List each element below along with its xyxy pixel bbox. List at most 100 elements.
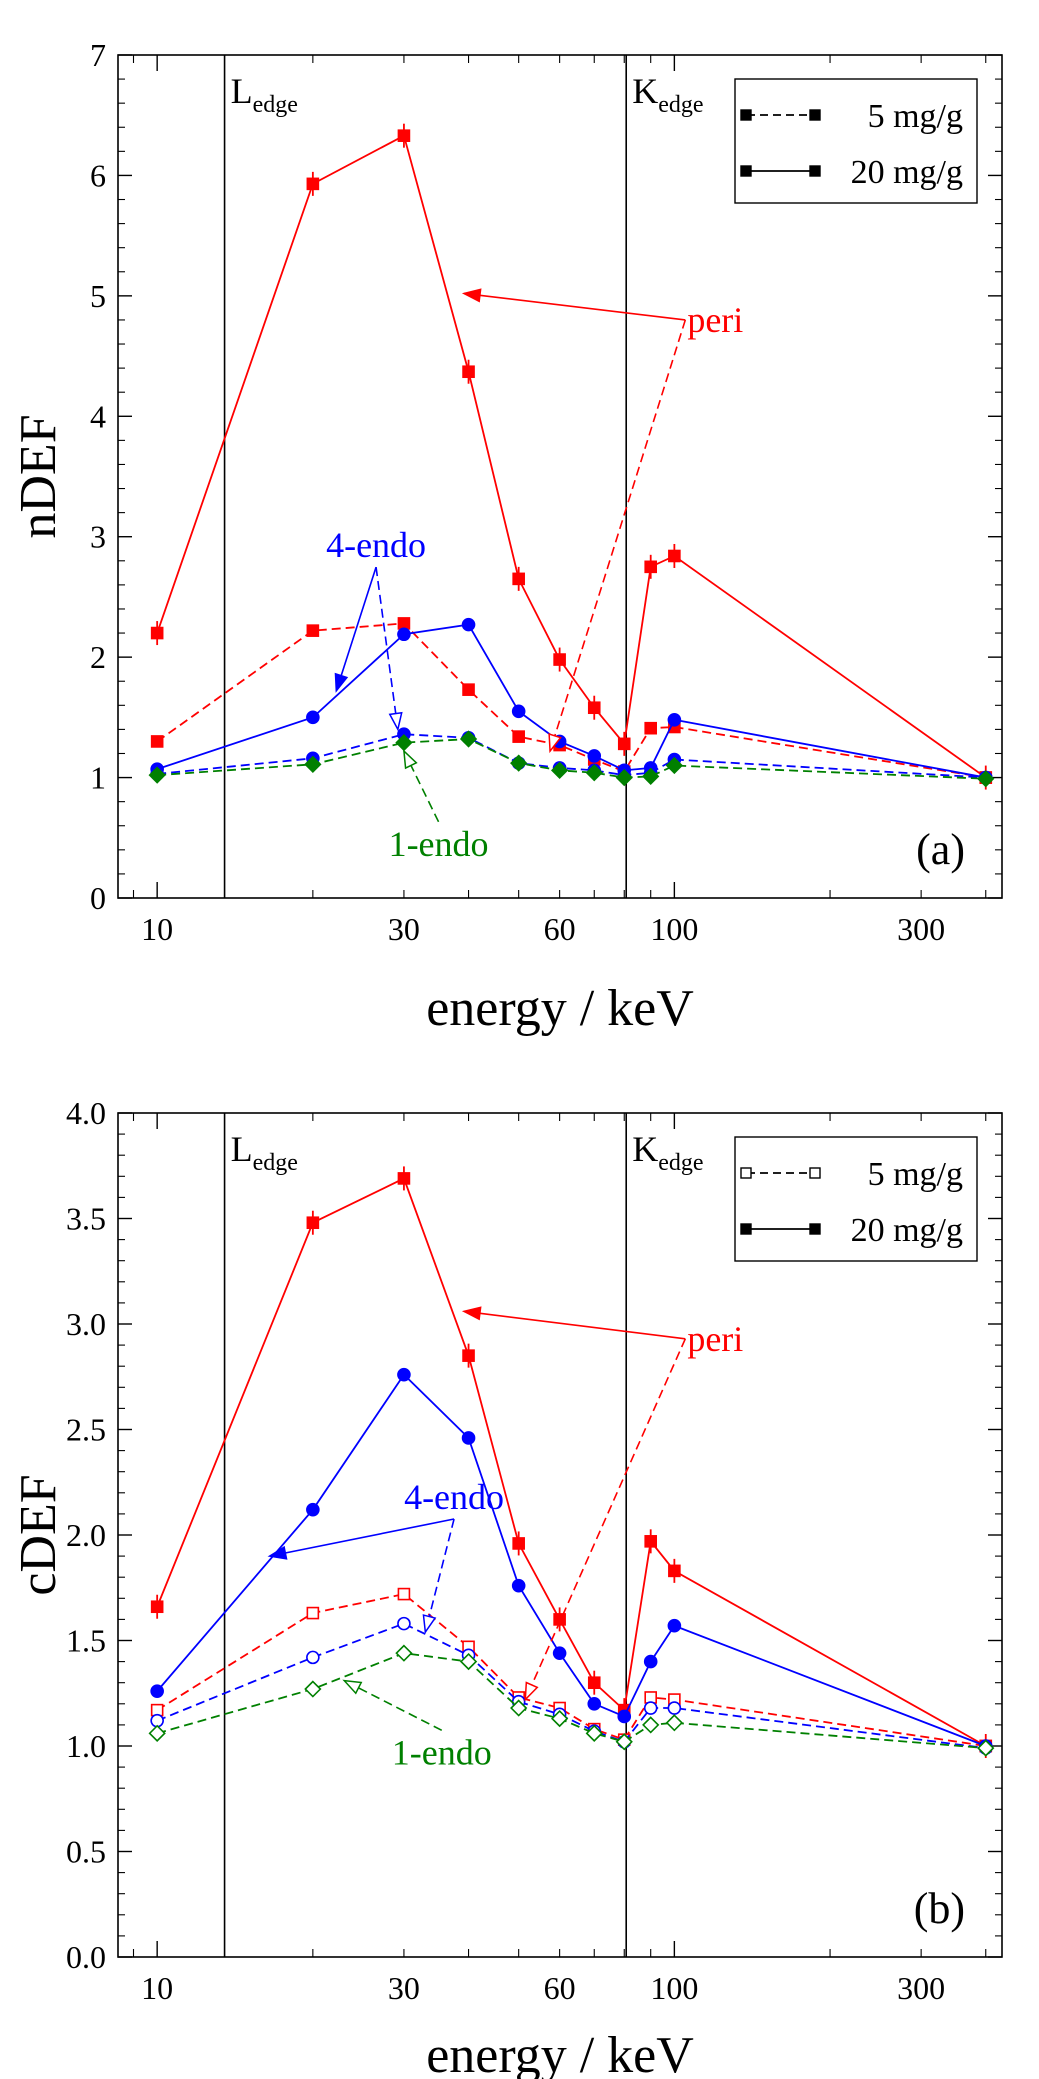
data-point-4-endo: [667, 1701, 682, 1715]
panel-b: 0.0 0.5 1.0 1.5 2.0 2.5 3.0 3.5 4.0 10 30 60 100 300 e…: [10, 1095, 1003, 2079]
series-line-peri-solid: [156, 1177, 987, 1747]
annotation-arrowhead: [461, 288, 482, 303]
data-point-4-endo: [397, 1616, 411, 1631]
x-tick-label: 60: [544, 911, 576, 947]
x-tick-label: 30: [388, 911, 420, 947]
data-point-peri: [397, 1587, 411, 1601]
data-point-1-endo: [977, 770, 995, 788]
annotation-label-peri: peri: [687, 300, 743, 340]
legend-box: [734, 78, 978, 204]
series-line-4-endo-solid: [156, 623, 986, 779]
edge-subscript: edge: [658, 92, 703, 118]
annotation-arrowhead: [388, 711, 403, 732]
annotation-arrow-line: [463, 292, 686, 321]
x-tick-label: 300: [897, 911, 945, 947]
data-point-1-endo: [304, 755, 322, 773]
edge-subscript: edge: [253, 92, 298, 118]
data-point-4-endo: [617, 1709, 632, 1724]
legend-swatch-marker: [809, 165, 821, 177]
legend-label: 5 mg/g: [868, 98, 963, 135]
data-point-peri: [644, 560, 658, 574]
series-line-4-endo-solid: [156, 1373, 987, 1747]
data-point-1-endo: [615, 1733, 633, 1751]
data-point-peri: [462, 683, 475, 696]
annotation-arrowhead: [342, 1679, 363, 1695]
panel-label: (b): [914, 1884, 965, 1933]
data-point-peri: [668, 1564, 681, 1578]
legend-swatch-marker: [740, 109, 752, 121]
data-point-1-endo: [148, 1724, 166, 1742]
data-point-1-endo: [395, 1644, 413, 1662]
data-point-4-endo: [306, 710, 320, 725]
annotation-arrowhead: [334, 672, 349, 693]
data-point-4-endo: [511, 1578, 526, 1593]
y-tick-label: 4: [90, 398, 106, 434]
annotation-arrowhead: [548, 732, 562, 754]
edge-letter: L: [231, 1129, 253, 1169]
data-point-peri: [306, 624, 320, 637]
x-tick-label: 300: [897, 1970, 945, 2006]
y-tick-label: 7: [90, 37, 106, 73]
data-point-4-endo: [461, 617, 476, 632]
annotation-arrowhead: [524, 1681, 539, 1702]
data-point-4-endo: [667, 712, 682, 727]
y-tick-label: 2.0: [66, 1517, 106, 1553]
edge-label: Ledge: [231, 71, 298, 118]
y-tick-label: 1: [90, 760, 106, 796]
annotation-arrow-line: [335, 566, 377, 692]
y-tick-label: 0.0: [66, 1939, 106, 1975]
data-point-1-endo: [665, 1714, 683, 1732]
data-point-peri: [512, 572, 525, 586]
legend-label: 20 mg/g: [851, 154, 963, 191]
annotation-label-4-endo: 4-endo: [404, 1477, 504, 1517]
annotation-arrow-line: [463, 1310, 686, 1340]
data-point-peri: [306, 1216, 320, 1230]
x-tick-label: 100: [650, 911, 698, 947]
edge-label: Ledge: [231, 1129, 298, 1176]
data-point-peri: [512, 1537, 525, 1550]
data-point-1-endo: [642, 767, 660, 785]
edge-subscript: edge: [253, 1150, 298, 1176]
data-point-4-endo: [397, 627, 411, 642]
annotation-arrowhead: [461, 1306, 482, 1321]
y-axis-label: cDEF: [10, 1474, 67, 1595]
y-tick-label: 3.5: [66, 1201, 106, 1237]
data-point-peri: [397, 1172, 411, 1185]
edge-letter: K: [632, 71, 658, 111]
annotation-arrow-line: [524, 1338, 687, 1700]
data-point-4-endo: [461, 1431, 476, 1445]
legend: 5 mg/g 20 mg/g: [734, 1136, 978, 1262]
legend-swatch-marker: [740, 165, 752, 177]
data-point-1-endo: [977, 1739, 995, 1757]
data-point-peri: [587, 701, 601, 715]
data-point-4-endo: [587, 749, 602, 763]
data-point-4-endo: [643, 1701, 658, 1715]
annotation-arrow-line: [424, 1518, 455, 1633]
data-point-peri: [150, 735, 164, 748]
data-point-1-endo: [642, 1716, 660, 1734]
data-point-peri: [553, 1613, 566, 1626]
edge-label: Kedge: [632, 1129, 703, 1176]
data-point-peri: [644, 1535, 658, 1548]
legend-swatch-marker: [809, 1167, 821, 1179]
edge-subscript: edge: [658, 1150, 703, 1176]
edge-letter: L: [231, 71, 253, 111]
data-point-1-endo: [550, 761, 569, 779]
legend-swatch-marker: [809, 1223, 821, 1235]
data-point-peri: [553, 653, 566, 666]
x-axis-label: energy / keV: [426, 2027, 694, 2079]
y-tick-label: 2: [90, 639, 106, 675]
data-point-1-endo: [459, 730, 478, 748]
legend-swatch-marker: [740, 1223, 752, 1235]
annotation-arrow-line: [375, 567, 399, 730]
annotation-arrow-line: [549, 319, 687, 752]
y-axis-label: nDEF: [10, 414, 67, 538]
data-point-4-endo: [552, 1646, 567, 1660]
data-point-4-endo: [150, 1684, 164, 1698]
data-point-4-endo: [397, 1367, 411, 1382]
data-point-peri: [397, 617, 411, 630]
data-point-peri: [306, 177, 320, 191]
annotation-arrowhead: [267, 1545, 288, 1560]
annotation-arrowhead: [422, 1614, 437, 1635]
